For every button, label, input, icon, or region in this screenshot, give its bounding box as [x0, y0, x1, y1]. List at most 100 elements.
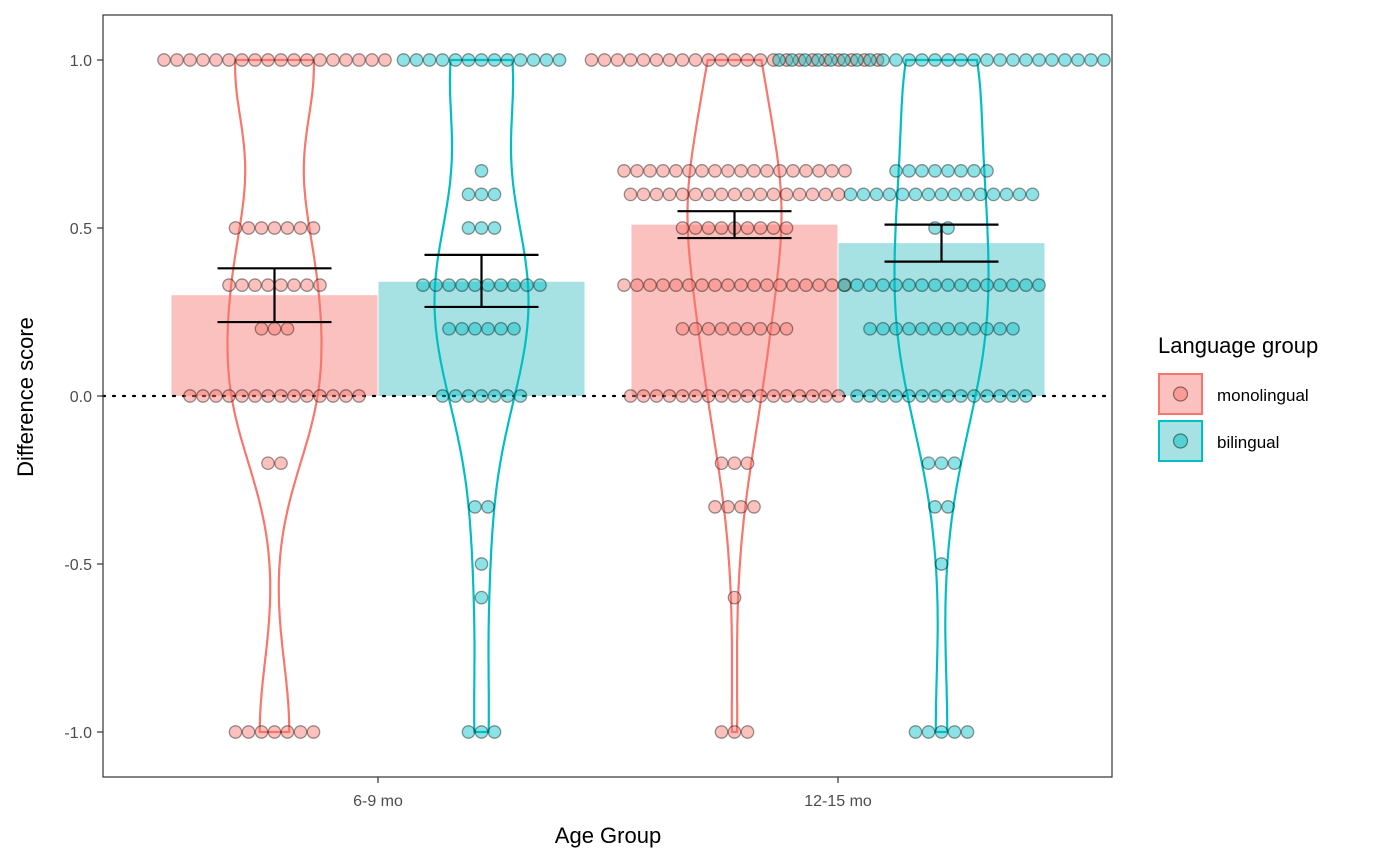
data-point [688, 53, 703, 67]
data-point [649, 389, 664, 403]
data-point [209, 389, 223, 403]
data-point [921, 725, 936, 739]
data-point [520, 278, 534, 292]
data-point [967, 53, 981, 67]
data-point [954, 53, 968, 67]
data-point [267, 725, 282, 739]
data-point [261, 389, 275, 403]
data-point [714, 187, 729, 202]
data-point [882, 187, 897, 202]
data-point [636, 389, 651, 403]
data-point [740, 456, 755, 471]
data-point [261, 456, 275, 471]
data-point [753, 389, 768, 403]
data-point [941, 389, 955, 403]
data-point [727, 725, 742, 739]
data-point [494, 278, 508, 292]
data-point [461, 389, 476, 403]
data-point [352, 53, 366, 67]
data-point [254, 725, 269, 739]
data-point [747, 164, 761, 178]
data-point [643, 278, 657, 292]
data-point [474, 557, 489, 571]
data-point [481, 500, 495, 514]
data-point [831, 389, 846, 403]
data-point [721, 164, 735, 178]
data-point [313, 278, 327, 292]
errorbar-monolingual-2 [677, 210, 792, 240]
data-point [656, 164, 670, 178]
data-point [876, 53, 890, 67]
data-point [1006, 321, 1020, 336]
data-point [662, 53, 677, 67]
data-point [947, 725, 962, 739]
data-point [838, 164, 852, 178]
data-point [1012, 187, 1027, 202]
data-point [701, 187, 716, 202]
violin-monolingual-2 [686, 58, 783, 734]
data-point [455, 321, 469, 336]
data-point [701, 321, 716, 336]
data-point [274, 278, 288, 292]
data-point [474, 53, 489, 67]
data-point [455, 278, 469, 292]
data-point [623, 389, 638, 403]
data-point [773, 164, 787, 178]
data-point [779, 321, 794, 336]
data-point [740, 725, 755, 739]
data-point [921, 456, 936, 471]
data-point [928, 500, 942, 514]
data-point [701, 53, 716, 67]
data-point [442, 321, 456, 336]
data-point [779, 221, 794, 235]
data-point [870, 53, 885, 67]
data-point [792, 53, 807, 67]
data-point [287, 53, 301, 67]
data-point [267, 221, 282, 235]
bar-monolingual-2 [631, 224, 838, 396]
legend-title: Language group [1158, 333, 1318, 358]
data-point [727, 321, 742, 336]
data-point [799, 278, 813, 292]
data-point [1006, 53, 1020, 67]
data-point [863, 321, 877, 336]
data-point [934, 557, 949, 571]
data-point [986, 187, 1001, 202]
data-point [818, 187, 833, 202]
data-point [766, 321, 781, 336]
data-point [753, 321, 768, 336]
data-point [293, 725, 308, 739]
data-point [967, 164, 981, 178]
data-point [701, 389, 716, 403]
data-point [993, 389, 1007, 403]
data-point [773, 278, 787, 292]
data-point [805, 187, 820, 202]
data-point [895, 187, 910, 202]
data-point [825, 278, 839, 292]
data-point [714, 321, 729, 336]
data-point [1084, 53, 1098, 67]
data-point [863, 389, 877, 403]
data-point [928, 389, 942, 403]
data-point [235, 389, 249, 403]
data-point [306, 725, 321, 739]
data-point [261, 53, 275, 67]
data-point [812, 278, 826, 292]
data-point [993, 321, 1007, 336]
data-point [915, 278, 929, 292]
data-point [669, 278, 683, 292]
data-point [306, 221, 321, 235]
data-point [908, 187, 923, 202]
data-point [222, 53, 236, 67]
data-point [468, 278, 482, 292]
data-point [714, 389, 729, 403]
data-point [241, 221, 256, 235]
data-point [954, 321, 968, 336]
legend-label-monolingual: monolingual [1217, 386, 1309, 405]
data-point [248, 278, 262, 292]
data-point [831, 53, 846, 67]
data-point [293, 221, 308, 235]
data-point [967, 321, 981, 336]
data-point [928, 278, 942, 292]
